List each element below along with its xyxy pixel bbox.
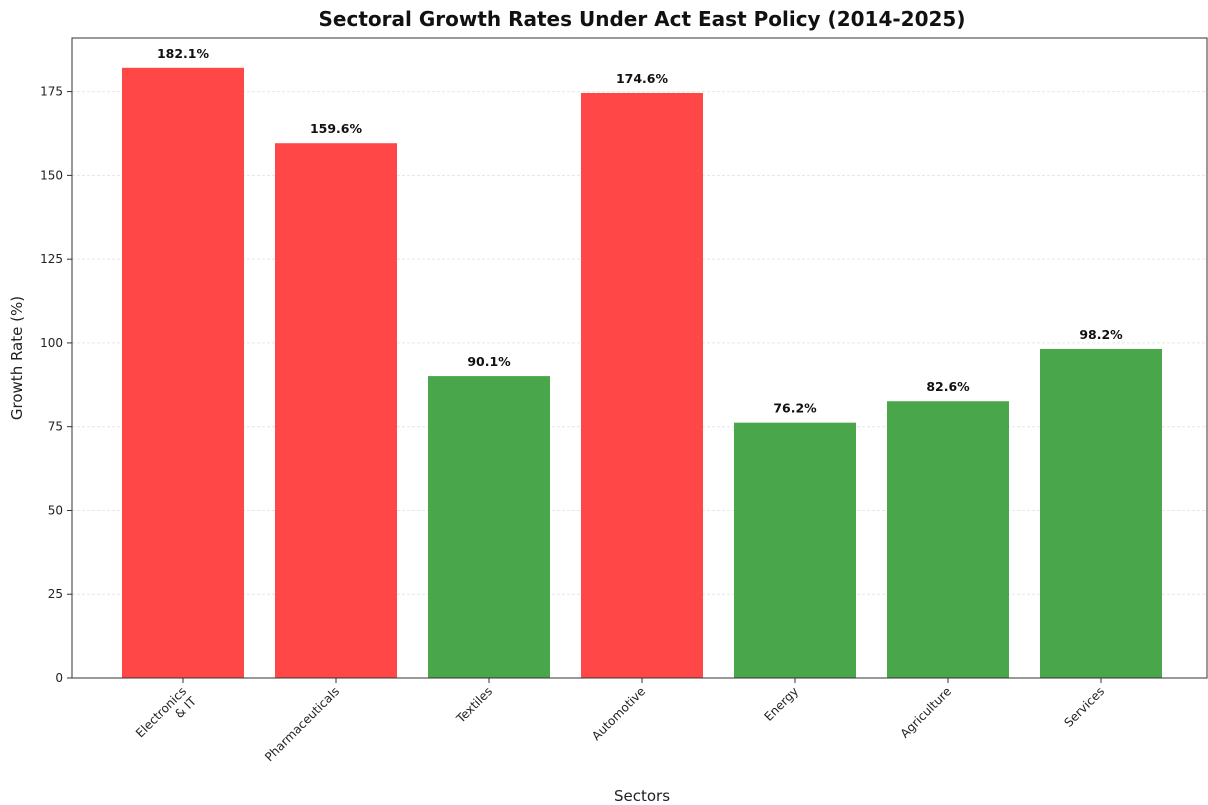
x-tick-label: Pharmaceuticals [262, 684, 342, 764]
x-tick-label: Services [1061, 684, 1107, 730]
x-tick-label-line: Pharmaceuticals [262, 684, 342, 764]
x-tick-label: Energy [762, 684, 802, 724]
bar [122, 67, 244, 678]
bar-value-label: 174.6% [616, 71, 669, 86]
y-tick-label: 25 [48, 587, 63, 601]
x-tick-label-line: Energy [762, 684, 802, 724]
y-axis-label: Growth Rate (%) [8, 296, 26, 420]
y-axis-ticks: 0 25 50 75 100 125 150 175 [40, 85, 72, 685]
y-tick-label: 125 [40, 252, 63, 266]
bar [275, 143, 397, 678]
bars [122, 67, 1162, 678]
x-tick-label-line: Agriculture [898, 684, 955, 741]
bar [428, 376, 550, 678]
bar [581, 92, 703, 678]
x-tick-label: Electronics& IT [133, 684, 200, 751]
x-tick-label-line: Services [1061, 684, 1107, 730]
bar-value-label: 76.2% [773, 401, 817, 416]
bar-value-label: 159.6% [310, 121, 363, 136]
x-tick-label: Textiles [453, 684, 495, 726]
plot-frame [71, 37, 1208, 679]
y-tick-label: 75 [48, 420, 63, 434]
y-tick-label: 175 [40, 85, 63, 99]
y-tick-label: 150 [40, 168, 63, 182]
bar [734, 422, 856, 678]
bar [1040, 348, 1162, 678]
data-labels: 182.1% 159.6% 90.1% 174.6% 76.2% 82.6% 98.2% [157, 46, 1123, 416]
x-tick-label: Automotive [589, 684, 648, 743]
x-tick-label-line: Automotive [589, 684, 648, 743]
bar-value-label: 90.1% [467, 354, 511, 369]
bar-value-label: 98.2% [1079, 327, 1123, 342]
x-tick-label: Agriculture [898, 684, 955, 741]
x-axis-ticks: Electronics& IT Pharmaceuticals Textiles Au… [133, 678, 1107, 764]
y-tick-label: 0 [55, 671, 63, 685]
bar [887, 401, 1009, 678]
y-tick-label: 100 [40, 336, 63, 350]
x-tick-label-line: Textiles [453, 684, 495, 726]
chart-title: Sectoral Growth Rates Under Act East Pol… [319, 7, 966, 31]
bar-value-label: 182.1% [157, 46, 210, 61]
bar-value-label: 82.6% [926, 379, 970, 394]
x-axis-label: Sectors [614, 787, 670, 805]
y-tick-label: 50 [48, 503, 63, 517]
